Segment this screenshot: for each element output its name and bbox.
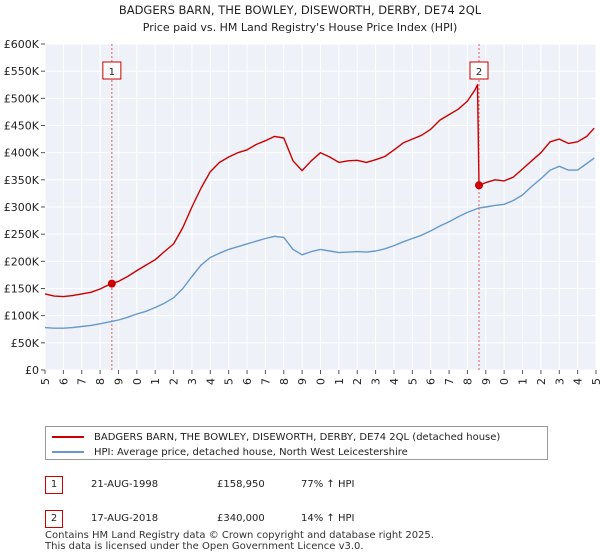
- y-tick-label: £400K: [4, 147, 40, 160]
- x-tick-label: 1997: [76, 378, 89, 385]
- x-tick-label: 2018: [461, 378, 474, 385]
- y-tick-label: £500K: [4, 92, 40, 105]
- sale-points: [107, 181, 484, 288]
- sale-point: [107, 279, 116, 288]
- x-tick-label: 2016: [425, 378, 438, 385]
- legend-swatch-property: [52, 436, 84, 438]
- sale-point: [475, 181, 484, 190]
- x-tick-label: 2015: [406, 378, 419, 385]
- x-tick-label: 2001: [149, 378, 162, 385]
- x-tick-label: 2022: [535, 378, 548, 385]
- x-tick-label: 2009: [296, 378, 309, 385]
- y-tick-label: £0: [25, 364, 39, 377]
- x-tick-label: 2024: [572, 378, 585, 385]
- x-tick-label: 2017: [443, 378, 456, 385]
- sale-number-badge: 1: [45, 476, 63, 494]
- x-tick-label: 2010: [315, 378, 328, 385]
- footer-line-copyright: Contains HM Land Registry data © Crown c…: [45, 530, 434, 541]
- x-tick-label: 2025: [590, 378, 600, 385]
- x-tick-label: 2011: [333, 378, 346, 385]
- footer-attribution: Contains HM Land Registry data © Crown c…: [45, 530, 434, 552]
- series-line: [44, 157, 595, 329]
- footer-line-licence: This data is licensed under the Open Gov…: [45, 541, 364, 552]
- x-tick-label: 2000: [131, 378, 144, 385]
- price-chart: BADGERS BARN, THE BOWLEY, DISEWORTH, DER…: [4, 3, 600, 385]
- sale-label: 1: [109, 67, 115, 78]
- legend-item-hpi: HPI: Average price, detached house, Nort…: [52, 444, 408, 460]
- sales-table: 1 21-AUG-1998 £158,950 77% ↑ HPI 2 17-AU…: [45, 474, 565, 542]
- x-tick-label: 1996: [57, 378, 70, 385]
- sale-number-badge: 2: [45, 510, 63, 528]
- x-tick-label: 2012: [351, 378, 364, 385]
- x-tick-label: 2019: [480, 378, 493, 385]
- x-tick-label: 2013: [370, 378, 383, 385]
- y-tick-label: £350K: [4, 174, 40, 187]
- x-tick-label: 2023: [553, 378, 566, 385]
- legend: BADGERS BARN, THE BOWLEY, DISEWORTH, DER…: [45, 426, 548, 460]
- x-tick-label: 2004: [204, 378, 217, 385]
- x-axis: 1995 1996 1997 1998 1999 2000 2001 2002 2003 2004…: [39, 370, 600, 385]
- sale-label-box: [102, 61, 122, 80]
- chart-subtitle: Price paid vs. HM Land Registry's House …: [143, 21, 458, 34]
- y-tick-label: £100K: [4, 310, 40, 323]
- sale-price: £158,950: [217, 479, 265, 490]
- y-tick-label: £150K: [4, 283, 40, 296]
- x-tick-label: 2008: [278, 378, 291, 385]
- legend-label-hpi: HPI: Average price, detached house, Nort…: [94, 446, 408, 458]
- y-tick-label: £600K: [4, 38, 40, 51]
- x-tick-label: 1995: [39, 378, 52, 385]
- sale-hpi-change: 14% ↑ HPI: [301, 513, 355, 524]
- legend-swatch-hpi: [52, 451, 84, 453]
- grid-lines: [44, 43, 597, 371]
- sale-date: 17-AUG-2018: [91, 513, 159, 524]
- y-tick-label: £300K: [4, 201, 40, 214]
- x-tick-label: 1999: [112, 378, 125, 385]
- x-tick-label: 2003: [186, 378, 199, 385]
- x-tick-label: 2005: [223, 378, 236, 385]
- legend-item-property: BADGERS BARN, THE BOWLEY, DISEWORTH, DER…: [52, 429, 500, 445]
- y-tick-label: £250K: [4, 228, 40, 241]
- legend-label-property: BADGERS BARN, THE BOWLEY, DISEWORTH, DER…: [94, 431, 501, 443]
- series-layer: [44, 84, 595, 329]
- sale-label-box: [469, 61, 489, 80]
- series-line: [44, 84, 595, 298]
- y-axis: £0 £50K £100K £150K £200K £250K £300K £350K £400…: [4, 38, 45, 377]
- sale-hpi-change: 77% ↑ HPI: [301, 479, 355, 490]
- x-tick-label: 2020: [498, 378, 511, 385]
- y-tick-label: £450K: [4, 120, 40, 133]
- x-tick-label: 1998: [94, 378, 107, 385]
- sale-row: 1 21-AUG-1998 £158,950 77% ↑ HPI: [45, 474, 565, 498]
- x-tick-label: 2002: [168, 378, 181, 385]
- sale-label: 2: [476, 67, 482, 78]
- x-tick-label: 2021: [517, 378, 530, 385]
- x-tick-label: 2006: [241, 378, 254, 385]
- y-tick-label: £200K: [4, 255, 40, 268]
- chart-title: BADGERS BARN, THE BOWLEY, DISEWORTH, DER…: [119, 3, 482, 17]
- x-tick-label: 2014: [388, 378, 401, 385]
- x-tick-label: 2007: [259, 378, 272, 385]
- sale-price: £340,000: [217, 513, 265, 524]
- sale-date: 21-AUG-1998: [91, 479, 159, 490]
- y-tick-label: £550K: [4, 65, 40, 78]
- y-tick-label: £50K: [11, 337, 40, 350]
- sale-row: 2 17-AUG-2018 £340,000 14% ↑ HPI: [45, 508, 565, 532]
